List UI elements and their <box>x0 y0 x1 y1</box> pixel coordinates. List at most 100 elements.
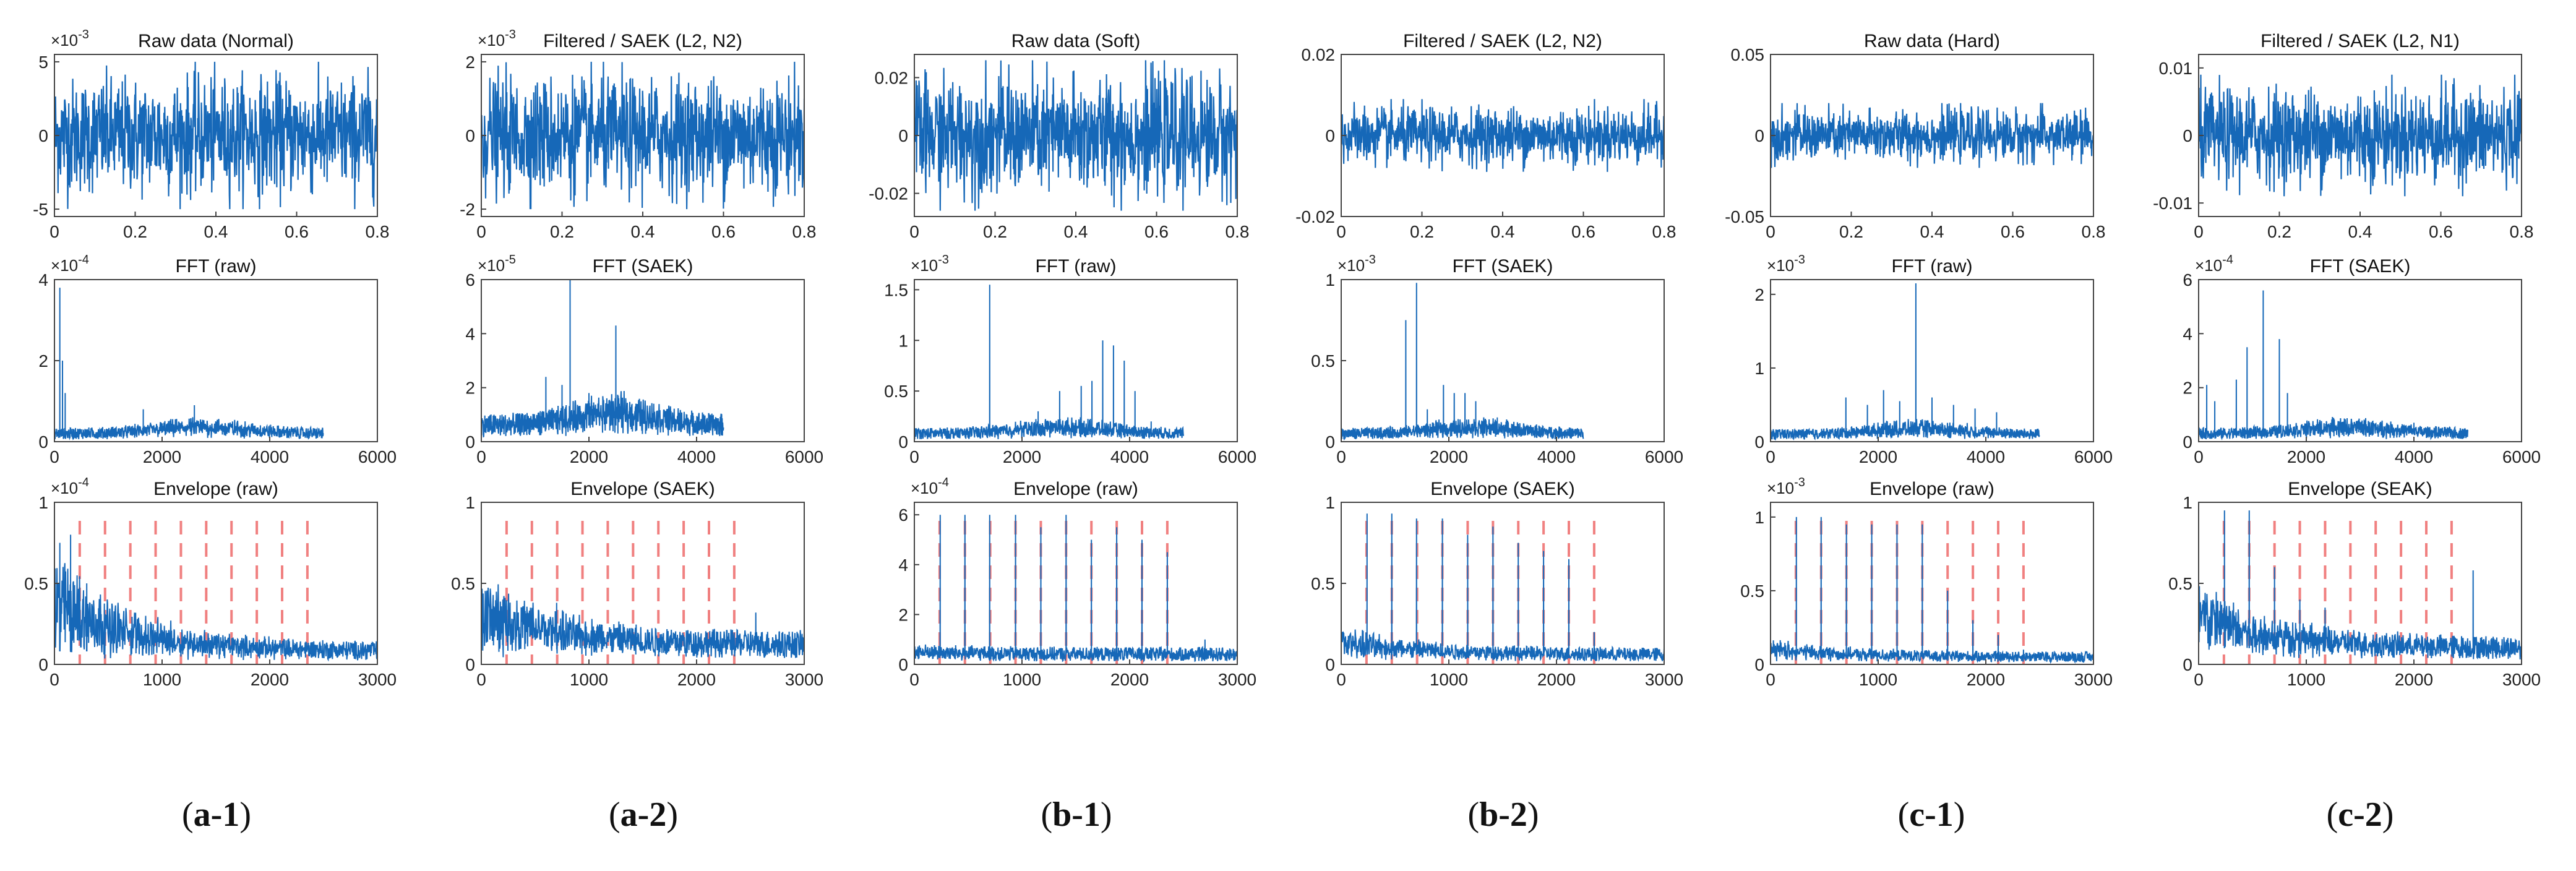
y-tick-label: 0.5 <box>24 574 48 593</box>
plot-area <box>1771 103 2093 168</box>
x-tick-label: 2000 <box>2287 447 2325 466</box>
plot-area <box>1771 517 2093 664</box>
y-tick-label: 0 <box>465 655 475 674</box>
x-tick-label: 6000 <box>1218 447 1256 466</box>
y-tick-label: 1 <box>1754 359 1764 378</box>
signal-trace <box>481 280 724 438</box>
y-tick-label: 1 <box>898 331 908 350</box>
y-tick-label: -2 <box>460 200 475 219</box>
y-tick-label: 0 <box>465 432 475 452</box>
axis-exponent: ×10-4 <box>911 476 949 497</box>
y-tick-label: 0 <box>1325 432 1335 452</box>
y-tick-label: 2 <box>898 605 908 624</box>
x-tick-label: 6000 <box>2502 447 2541 466</box>
y-tick-label: 0 <box>38 432 48 452</box>
signal-trace <box>1771 103 2093 168</box>
signal-trace <box>481 584 804 658</box>
panel-title: Envelope (raw) <box>1870 479 1994 499</box>
x-tick-label: 0.4 <box>2348 222 2372 241</box>
x-tick-label: 0.2 <box>550 222 574 241</box>
y-tick-label: -0.02 <box>869 184 908 204</box>
plot-area <box>54 521 377 664</box>
x-tick-label: 6000 <box>1645 447 1683 466</box>
x-tick-label: 0.4 <box>631 222 655 241</box>
caption-number: 2 <box>649 796 667 834</box>
axes-frame <box>54 279 378 442</box>
x-tick-label: 0.4 <box>1491 222 1515 241</box>
axes-frame <box>914 502 1238 665</box>
x-tick-label: 0 <box>49 447 59 466</box>
axis-exponent: ×10-3 <box>1337 253 1376 275</box>
panel-title: Raw data (Normal) <box>138 31 294 51</box>
panel-title: Envelope (raw) <box>153 479 278 499</box>
signal-trace <box>1771 517 2093 664</box>
x-tick-label: 0.2 <box>123 222 147 241</box>
plot-area <box>2199 510 2522 664</box>
x-tick-label: 0 <box>476 447 486 466</box>
y-tick-label: 0.5 <box>451 574 475 593</box>
y-tick-label: 0 <box>898 126 908 145</box>
x-tick-label: 4000 <box>251 447 289 466</box>
signal-trace <box>914 515 1237 663</box>
panel-title: Filtered / SAEK (L2, N1) <box>2260 31 2460 51</box>
signal-trace <box>2199 290 2468 440</box>
y-tick-label: 2 <box>465 53 475 72</box>
x-tick-label: 0.6 <box>1571 222 1595 241</box>
x-tick-label: 0.6 <box>285 222 309 241</box>
x-tick-label: 1000 <box>570 670 608 689</box>
x-tick-label: 0.8 <box>366 222 390 241</box>
y-tick-label: -0.02 <box>1295 207 1335 226</box>
x-tick-label: 0.2 <box>2267 222 2291 241</box>
x-tick-label: 4000 <box>1110 447 1149 466</box>
x-tick-label: 4000 <box>2395 447 2433 466</box>
axis-exponent: ×10-4 <box>51 253 89 275</box>
y-tick-label: 0.05 <box>1731 45 1765 64</box>
caption-number: 2 <box>2364 796 2382 834</box>
x-tick-label: 4000 <box>1537 447 1576 466</box>
y-tick-label: 0.5 <box>1311 574 1335 593</box>
x-tick-label: 0.8 <box>792 222 817 241</box>
axis-exponent: ×10-5 <box>478 253 516 275</box>
x-tick-label: 6000 <box>2074 447 2113 466</box>
caption-letter: a <box>620 796 638 834</box>
y-tick-label: 1 <box>2183 493 2192 512</box>
caption-number: 2 <box>1509 796 1527 834</box>
panel-0-0: 50-50 0.2 0.4 0.6 0.8×10-3 Raw data (Normal) <box>33 28 389 241</box>
plot-area <box>1341 513 1664 664</box>
x-tick-label: 0.8 <box>2082 222 2106 241</box>
x-tick-label: 0 <box>909 222 919 241</box>
x-tick-label: 0 <box>476 222 486 241</box>
y-tick-label: 0.02 <box>875 68 909 87</box>
x-tick-label: 3000 <box>785 670 823 689</box>
y-tick-label: 2 <box>465 379 475 398</box>
panel-3-1: 1 0.5 00 2000 4000 6000 ×10-3 FFT (SAEK) <box>1311 253 1683 466</box>
x-tick-label: 0.4 <box>1920 222 1944 241</box>
x-tick-label: 0.2 <box>1410 222 1434 241</box>
plot-area <box>2199 290 2468 440</box>
x-tick-label: 0.8 <box>1226 222 1250 241</box>
axis-exponent: ×10-4 <box>2195 253 2233 275</box>
x-tick-label: 4000 <box>1967 447 2005 466</box>
x-tick-label: 3000 <box>1645 670 1683 689</box>
plot-area <box>914 60 1237 211</box>
axes-frame <box>1341 502 1665 665</box>
y-tick-label: 2 <box>38 351 48 371</box>
signal-trace <box>2199 510 2522 660</box>
y-tick-label: 0.5 <box>2168 574 2192 593</box>
signal-trace <box>1341 99 1664 172</box>
x-tick-label: 0 <box>909 447 919 466</box>
panel-title: Filtered / SAEK (L2, N2) <box>543 31 742 51</box>
x-tick-label: 0.2 <box>1839 222 1863 241</box>
axes-frame <box>1770 279 2094 442</box>
y-tick-label: 0 <box>1754 432 1764 452</box>
x-tick-label: 2000 <box>143 447 181 466</box>
signal-trace <box>54 61 377 210</box>
y-tick-label: 0 <box>2183 655 2192 674</box>
x-tick-label: 0.8 <box>2510 222 2534 241</box>
y-tick-label: 0 <box>2183 432 2192 452</box>
panel-1-1: 6 4 2 00 2000 4000 6000 ×10-5 FFT (SAEK) <box>465 253 823 466</box>
signal-trace <box>54 534 377 662</box>
